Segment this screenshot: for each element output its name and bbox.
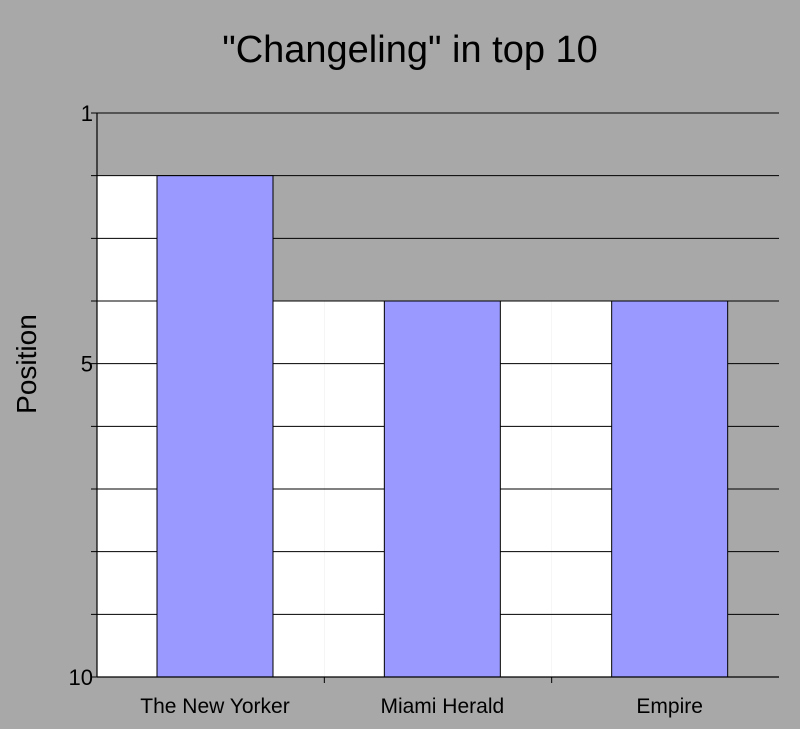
chart-title: "Changeling" in top 10 bbox=[222, 29, 598, 71]
plot-area: 1 5 10 The New Yorker Miami Herald Empire bbox=[69, 101, 779, 718]
y-tick-label: 5 bbox=[81, 352, 93, 377]
bar-1 bbox=[156, 175, 274, 678]
bar-2 bbox=[383, 300, 501, 678]
y-tick-label: 1 bbox=[81, 101, 93, 126]
y-tick-label: 10 bbox=[69, 665, 93, 690]
x-tick-label: Empire bbox=[636, 695, 703, 718]
y-axis-label: Position bbox=[11, 314, 42, 414]
x-tick-label: Miami Herald bbox=[380, 695, 504, 718]
x-tick-label: The New Yorker bbox=[140, 695, 289, 718]
bar-3 bbox=[611, 300, 729, 678]
